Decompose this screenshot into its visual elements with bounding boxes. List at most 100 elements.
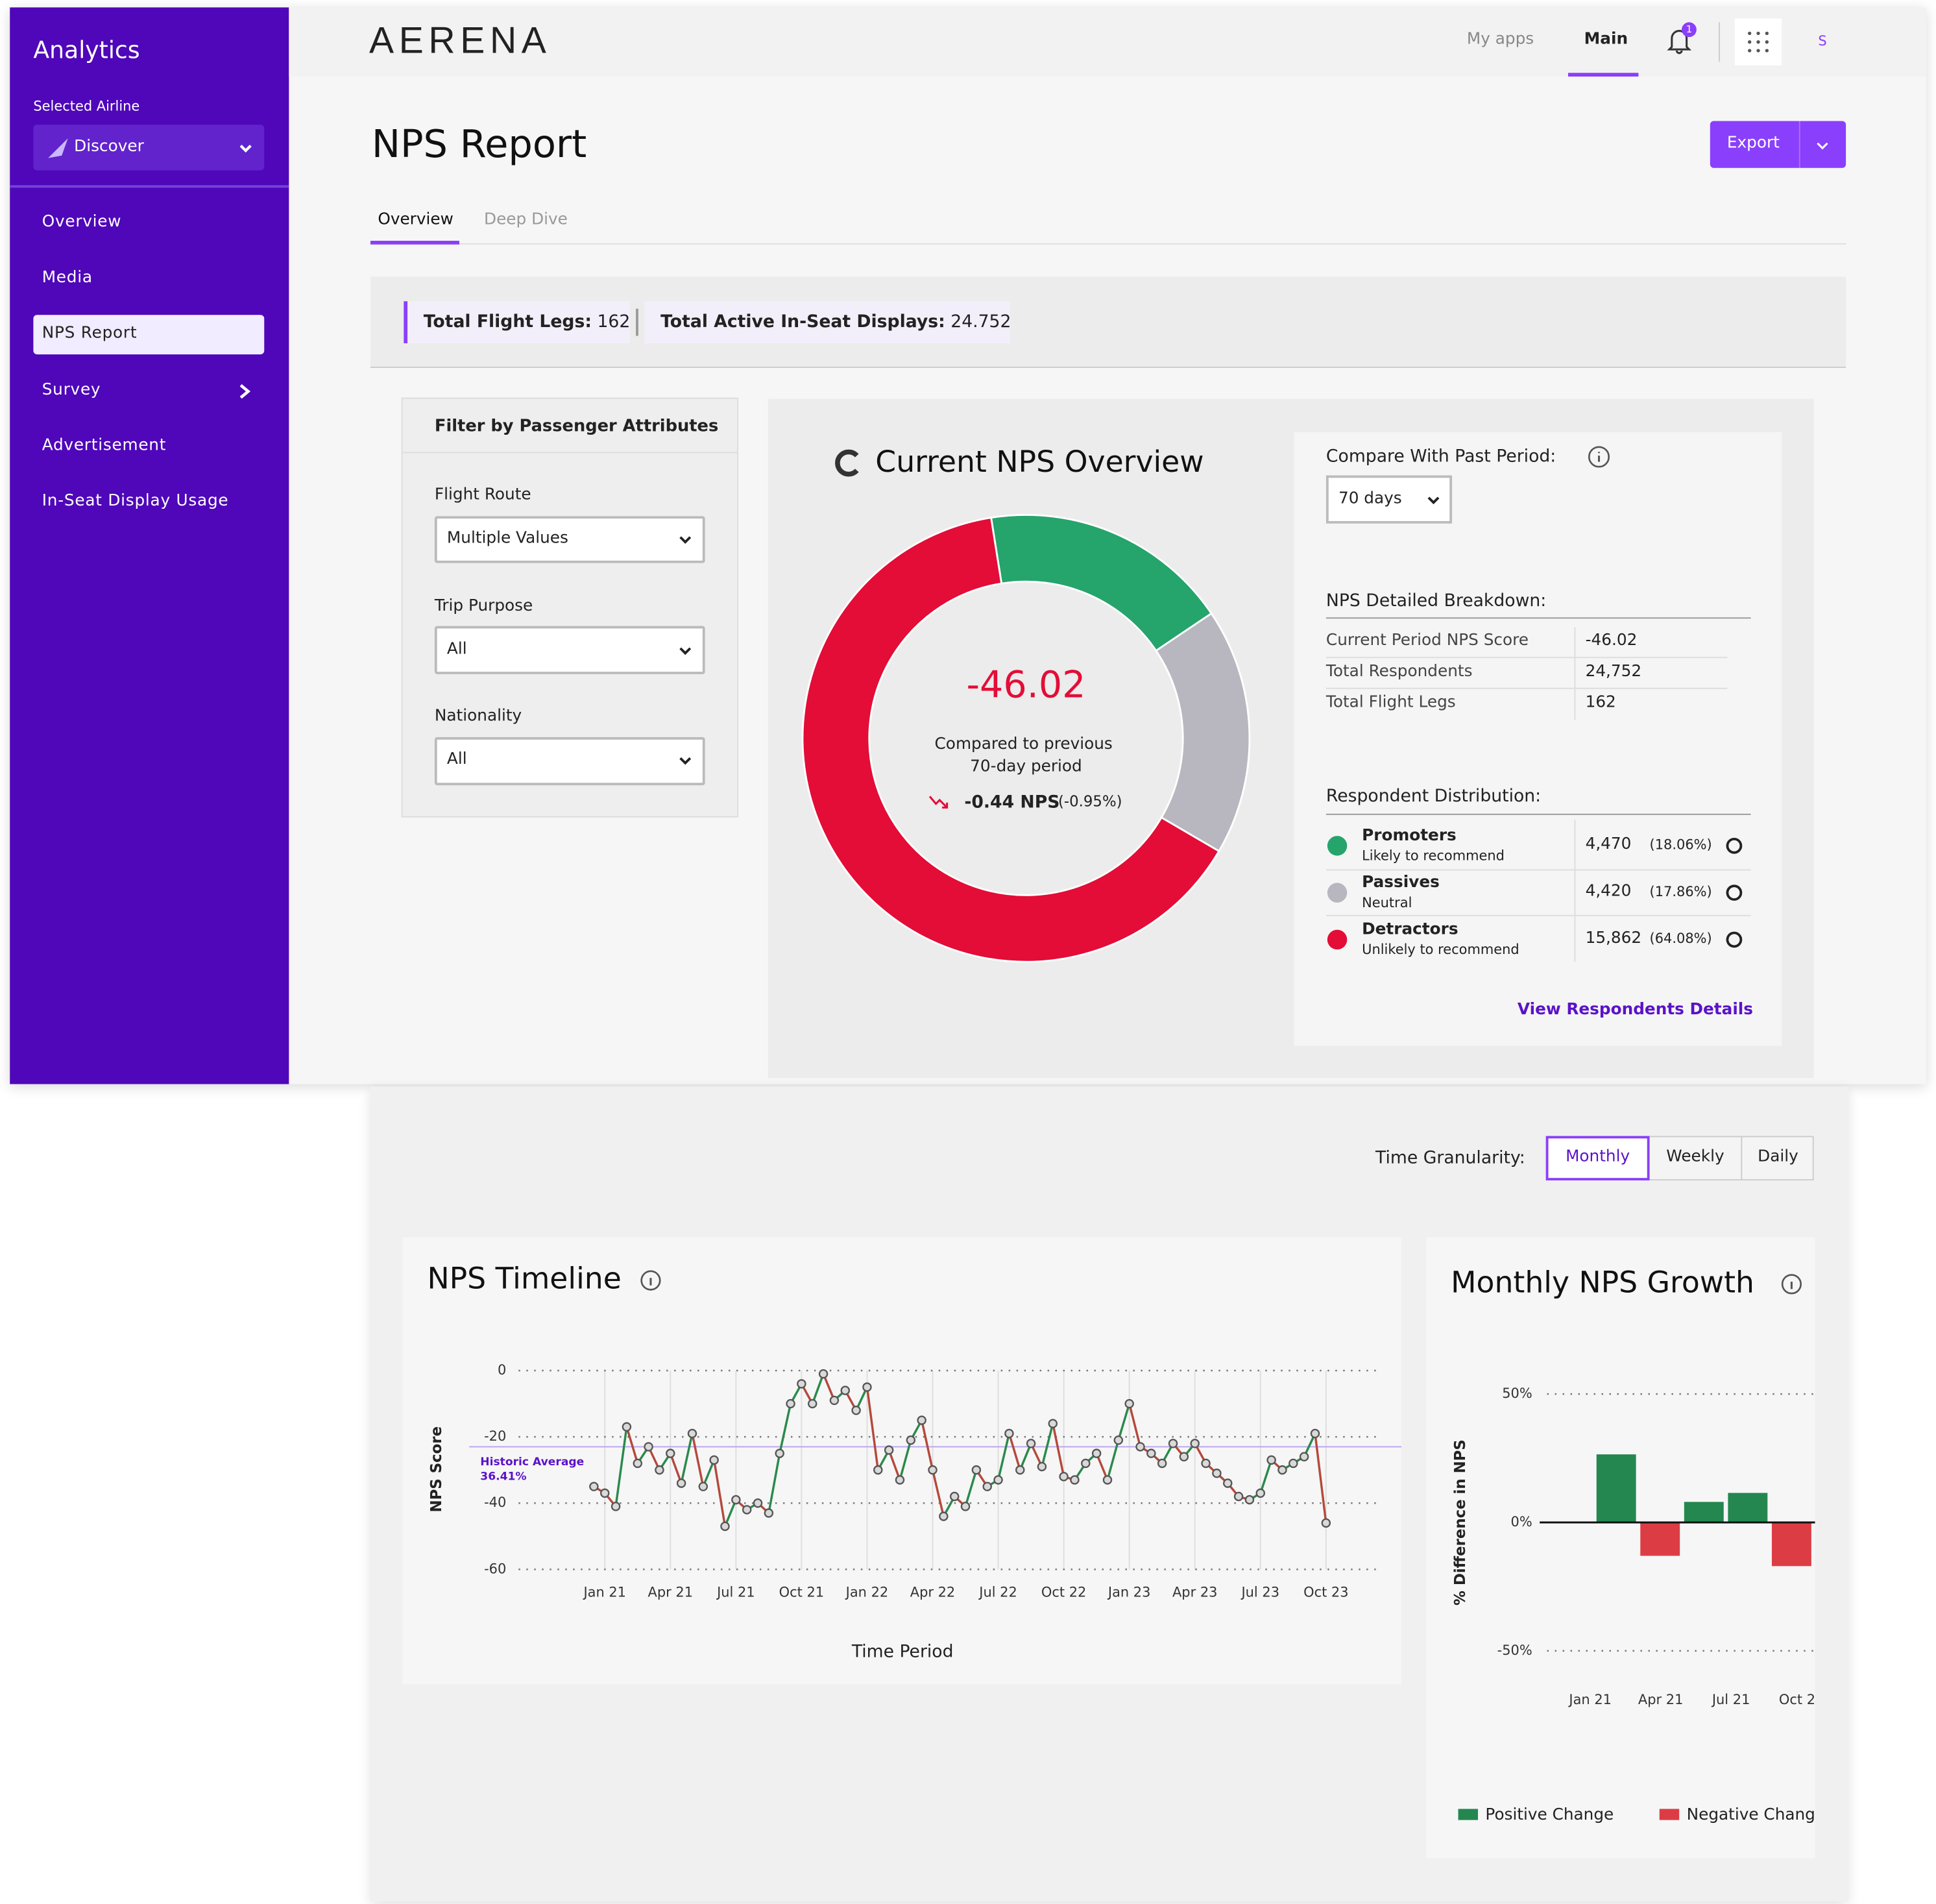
chevrons	[679, 536, 692, 765]
info-icon[interactable]	[1726, 885, 1743, 901]
marker	[644, 1442, 653, 1452]
x-tick-label: Jul 23	[1240, 1584, 1280, 1600]
growth-chart: Monthly NPS Growth 50% 0% -50% Jan 21 Apr 21 J…	[1451, 1265, 1815, 1824]
separator	[1798, 121, 1800, 168]
marker	[786, 1398, 795, 1409]
logo: AERENA	[369, 20, 551, 62]
line-segment	[669, 1453, 683, 1484]
nav-item[interactable]: Overview	[42, 213, 122, 232]
select[interactable]	[434, 737, 705, 786]
granularity-active[interactable]	[1545, 1136, 1650, 1180]
marker	[993, 1475, 1003, 1485]
nps-score: -46.02	[966, 664, 1086, 707]
marker	[1310, 1428, 1320, 1439]
marker	[1102, 1475, 1113, 1485]
growth-card	[1426, 1237, 1815, 1859]
select[interactable]	[434, 626, 705, 674]
marker	[1179, 1452, 1189, 1461]
marker	[1266, 1455, 1276, 1465]
nav-item[interactable]: Survey	[42, 381, 101, 400]
line-segment	[888, 1449, 901, 1481]
breakdown-title: NPS Detailed Breakdown:	[1325, 591, 1547, 611]
marker	[797, 1379, 806, 1389]
line-segment	[1117, 1403, 1131, 1441]
marker	[1212, 1469, 1222, 1478]
marker	[1135, 1442, 1145, 1452]
top-link[interactable]: My apps	[1466, 30, 1534, 49]
marker	[928, 1465, 938, 1475]
marker	[1026, 1439, 1036, 1448]
tab[interactable]: Deep Dive	[484, 210, 568, 230]
x-tick-label: Apr 23	[1172, 1584, 1217, 1600]
granularity-option[interactable]: Daily	[1758, 1147, 1798, 1167]
line-segment	[997, 1433, 1011, 1480]
line-segment	[899, 1439, 912, 1480]
breakdown-label: Total Flight Legs	[1325, 693, 1456, 712]
marker	[1299, 1452, 1309, 1461]
x-tick-label: Jan 22	[845, 1584, 889, 1600]
marker	[1321, 1518, 1331, 1528]
breakdown-label: Current Period NPS Score	[1325, 631, 1529, 650]
nav-item[interactable]: In-Seat Display Usage	[42, 492, 229, 511]
timeline-card	[402, 1237, 1402, 1685]
chart-title: Monthly NPS Growth	[1451, 1265, 1754, 1299]
top-link[interactable]: Main	[1584, 30, 1628, 49]
avatar[interactable]: S	[1818, 32, 1827, 49]
chevron[interactable]	[1815, 138, 1830, 153]
separator	[1741, 1136, 1743, 1180]
line-segment	[1128, 1403, 1142, 1447]
legend-label: Negative Change	[1687, 1805, 1815, 1824]
line-segment	[811, 1373, 825, 1404]
nav-item[interactable]: Advertisement	[42, 436, 167, 456]
marker	[808, 1398, 817, 1409]
y-tick-label: -20	[484, 1428, 506, 1444]
chevron	[239, 145, 252, 153]
y-tick-label: -60	[484, 1561, 506, 1576]
nav-active	[33, 315, 265, 355]
marker	[622, 1422, 632, 1432]
legend-swatch	[1659, 1809, 1680, 1820]
compare-label: Compare With Past Period:	[1325, 446, 1556, 467]
line-segment	[1095, 1452, 1109, 1481]
marker	[731, 1495, 741, 1505]
info-icon[interactable]	[1586, 445, 1611, 469]
nav-item[interactable]: Media	[42, 268, 93, 287]
marker	[1124, 1398, 1134, 1409]
x-tick-label: Oct 23	[1303, 1584, 1348, 1600]
filter-title: Filter by Passenger Attributes	[434, 416, 719, 437]
info-icon[interactable]	[1726, 931, 1743, 948]
plane-icon	[48, 138, 68, 158]
marker	[775, 1448, 784, 1458]
marker	[851, 1406, 861, 1415]
line-segment	[1259, 1459, 1273, 1494]
marker	[895, 1475, 905, 1485]
select-value: All	[446, 750, 467, 769]
line-segment	[625, 1426, 639, 1464]
x-tick-label: Apr 22	[910, 1584, 955, 1600]
marker	[1059, 1472, 1069, 1482]
details-link[interactable]: View Respondents Details	[1517, 1001, 1754, 1019]
nav-item[interactable]: NPS Report	[42, 324, 138, 343]
y-axis-label: NPS Score	[428, 1426, 445, 1513]
marker	[1037, 1461, 1047, 1472]
line-segment	[1052, 1423, 1065, 1477]
distribution-count: 15,862	[1585, 929, 1642, 948]
airline-dropdown[interactable]	[33, 125, 265, 171]
granularity-option[interactable]: Weekly	[1666, 1147, 1724, 1167]
airline-name: Discover	[74, 138, 144, 156]
bar	[1684, 1502, 1724, 1523]
donut-slice	[989, 514, 1213, 652]
x-tick-label: Jan 23	[1107, 1584, 1151, 1600]
line-segment	[680, 1433, 694, 1483]
select[interactable]	[434, 516, 705, 563]
marker	[1015, 1465, 1025, 1475]
info-icon[interactable]	[1726, 837, 1743, 854]
granularity-option[interactable]: Monthly	[1566, 1147, 1630, 1167]
trend-down-icon	[928, 796, 949, 809]
x-tick-label: Jul 21	[1711, 1692, 1750, 1707]
export-button[interactable]	[1710, 121, 1846, 168]
marker	[818, 1369, 829, 1379]
overview-title: Current NPS Overview	[875, 445, 1204, 480]
y-axis-label: % Difference in NPS	[1452, 1439, 1469, 1605]
tab[interactable]: Overview	[378, 210, 454, 230]
